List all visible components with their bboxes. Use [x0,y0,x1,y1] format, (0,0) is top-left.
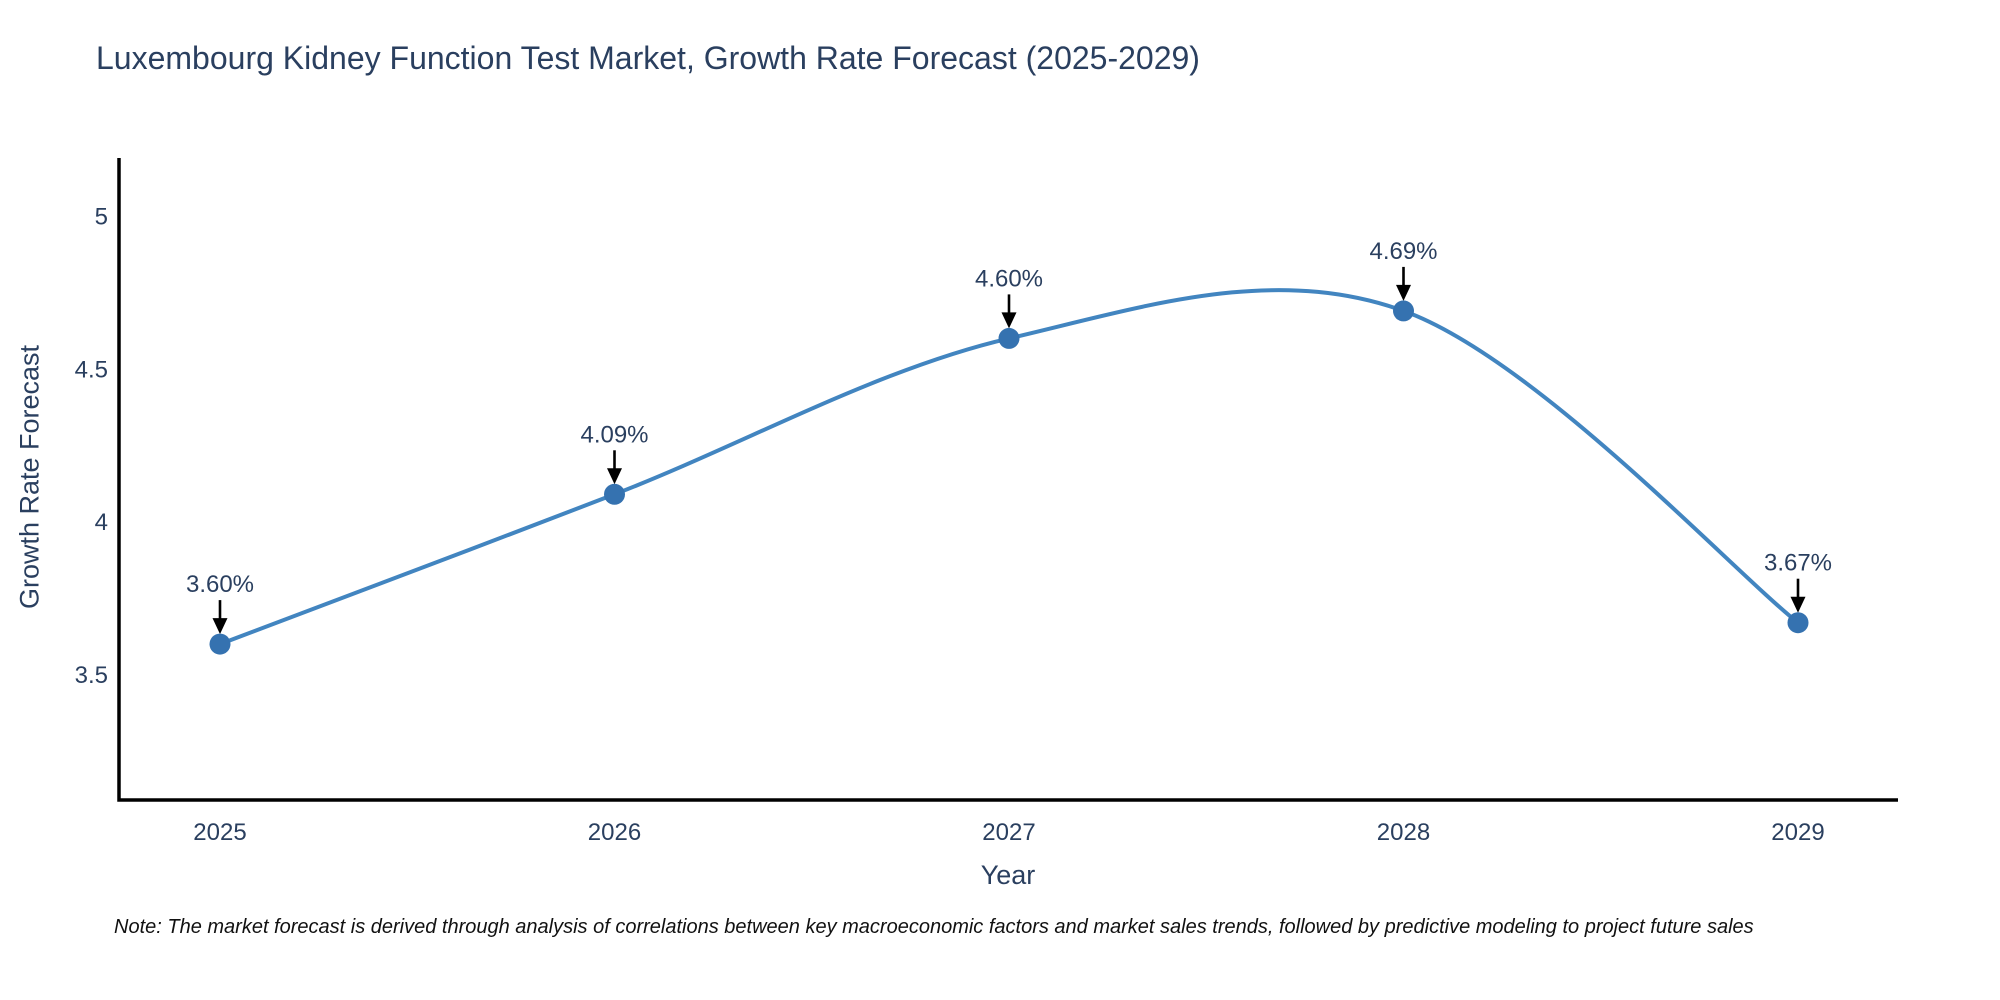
annotation-label: 4.09% [580,421,648,448]
annotation-arrowhead [607,468,622,485]
axis-lines [117,158,1898,802]
x-tick-label: 2026 [588,819,641,846]
data-point-marker [1787,612,1809,634]
y-tick-label: 4 [95,509,108,536]
annotation-label: 3.60% [186,571,254,598]
annotation-arrowhead [1396,284,1411,301]
x-tick-label: 2025 [193,819,246,846]
x-tick-label: 2027 [982,819,1035,846]
y-axis-title: Growth Rate Forecast [14,344,45,610]
x-axis-title: Year [980,860,1036,890]
annotation-label: 4.69% [1369,238,1437,265]
x-tick-label: 2028 [1377,819,1430,846]
data-point-marker [604,483,625,505]
annotation-arrowhead [212,618,228,635]
data-point-marker [998,327,1020,349]
y-tick-label: 5 [95,204,108,231]
footnote: Note: The market forecast is derived thr… [114,916,1754,938]
annotation-label: 4.60% [975,265,1043,292]
annotation-arrowhead [1001,312,1017,329]
data-point-marker [209,633,231,655]
chart-title: Luxembourg Kidney Function Test Market, … [96,40,1200,76]
data-point-marker [1393,300,1414,322]
annotation-arrowhead [1790,596,1806,613]
x-tick-label: 2029 [1771,819,1824,846]
annotation-label: 3.67% [1764,550,1832,577]
y-tick-label: 3.5 [75,662,108,689]
y-tick-label: 4.5 [75,356,108,383]
